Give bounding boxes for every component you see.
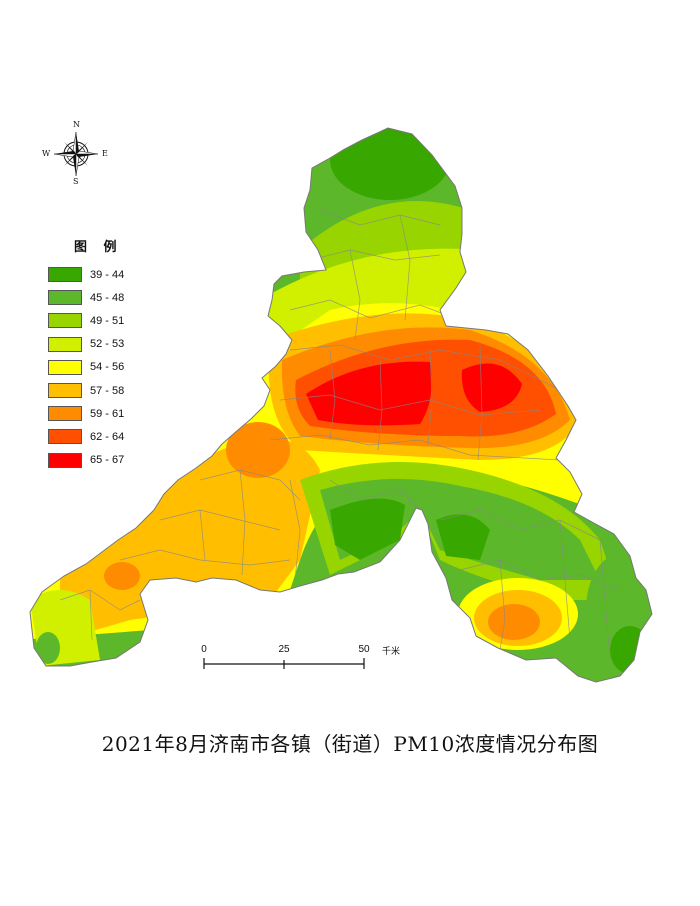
map-title: 2021年8月济南市各镇（街道）PM10浓度情况分布图 [101,732,599,756]
legend-swatch [48,452,82,468]
legend-item: 59 - 61 [48,402,168,425]
legend-item: 39 - 44 [48,263,168,286]
compass-north-label: N [73,120,80,129]
legend-item: 62 - 64 [48,425,168,448]
legend-label: 59 - 61 [90,407,125,420]
zone-39-44-east [610,626,650,674]
legend-swatch [48,406,82,422]
zone-45-48-west-tip [36,632,60,664]
zone-59-61-se [488,604,540,640]
compass-south-label: S [73,177,79,186]
legend-item: 45 - 48 [48,286,168,309]
zone-59-61-far-west [104,562,140,590]
legend-swatch [48,313,82,329]
legend-swatch [48,359,82,375]
zone-65-67-east [461,363,522,412]
scale-bar-graphic [203,658,365,669]
scale-unit: 千米 [382,647,401,657]
legend-label: 65 - 67 [90,454,125,467]
district-boundaries [59,209,621,661]
legend-label: 54 - 56 [90,361,125,374]
scale-tick-25: 25 [278,644,290,655]
legend-label: 45 - 48 [90,291,125,304]
legend-label: 52 - 53 [90,338,125,351]
zone-59-61-west [226,422,290,478]
legend-swatch [48,429,82,445]
scale-tick-0: 0 [201,644,207,655]
compass-west-label: W [42,149,51,158]
legend-swatch [48,383,82,399]
legend-item: 49 - 51 [48,309,168,332]
legend-title: 图 例 [74,240,123,255]
compass-east-label: E [102,149,108,158]
zone-39-44-south-2 [436,514,490,560]
scale-tick-50: 50 [358,644,370,655]
legend-swatch [48,267,82,283]
legend-item: 52 - 53 [48,333,168,356]
zone-39-44-south [330,498,405,560]
zone-65-67-west [306,361,432,426]
compass-rose: N S E W [42,120,108,186]
legend: 图 例 39 - 44 45 - 48 49 - 51 52 - 53 54 - 56 5… [48,236,168,472]
legend-rows: 39 - 44 45 - 48 49 - 51 52 - 53 54 - 56 57 - … [48,263,168,472]
legend-item: 54 - 56 [48,356,168,379]
compass-rose-icon [53,131,99,177]
legend-swatch [48,336,82,352]
legend-label: 39 - 44 [90,268,125,281]
legend-label: 62 - 64 [90,430,125,443]
legend-label: 49 - 51 [90,314,125,327]
zone-39-44-north [330,128,450,200]
scale-bar: 0 25 50 千米 [196,644,416,674]
legend-swatch [48,290,82,306]
legend-label: 57 - 58 [90,384,125,397]
legend-item: 65 - 67 [48,449,168,472]
legend-item: 57 - 58 [48,379,168,402]
